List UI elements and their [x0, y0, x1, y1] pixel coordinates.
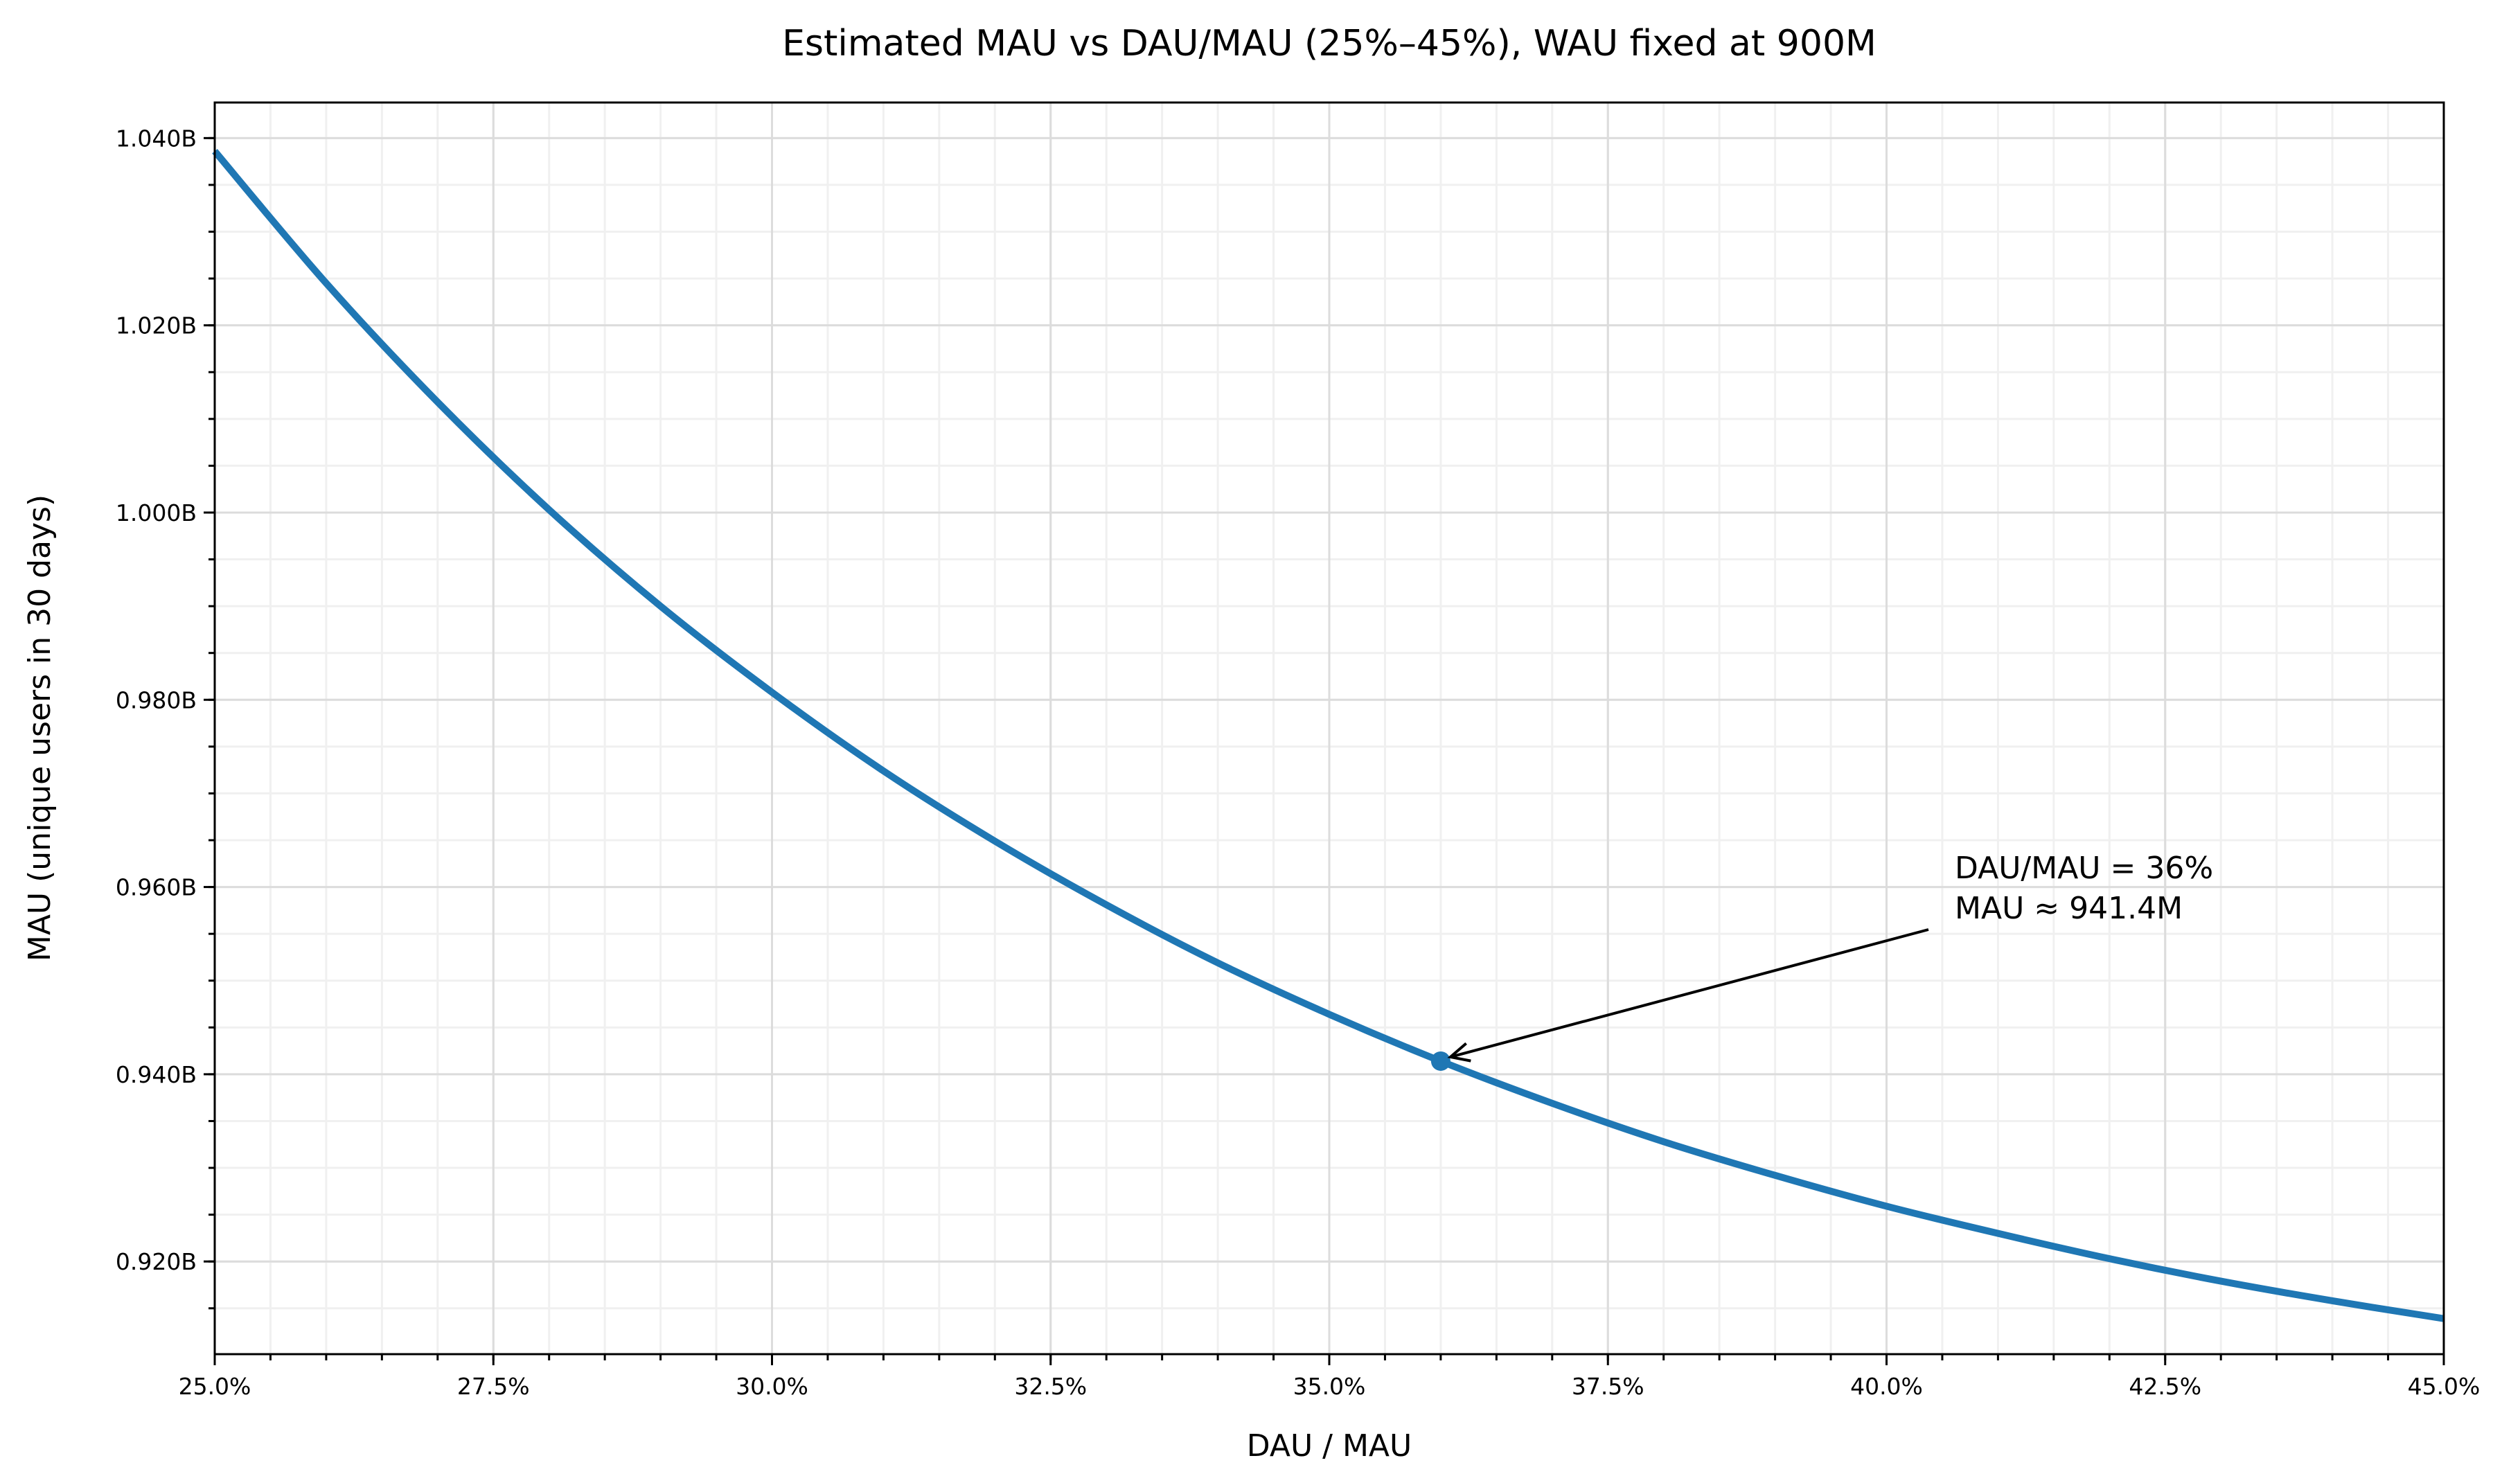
y-tick-label: 0.940B — [116, 1061, 197, 1088]
annotation-line-2: MAU ≈ 941.4M — [1955, 891, 2183, 926]
x-axis-label: DAU / MAU — [1247, 1428, 1412, 1464]
x-tick-label: 42.5% — [2129, 1373, 2201, 1400]
grid — [213, 103, 2445, 1354]
x-tick-label: 32.5% — [1014, 1373, 1087, 1400]
y-tick-label: 0.960B — [116, 874, 197, 901]
x-tick-label: 45.0% — [2408, 1373, 2481, 1400]
x-tick-label: 30.0% — [736, 1373, 808, 1400]
annotation-arrow — [1450, 928, 1929, 1058]
y-tick-label: 0.980B — [116, 686, 197, 713]
annotation-line-1: DAU/MAU = 36% — [1955, 851, 2213, 886]
series-layer — [212, 149, 2444, 1322]
axes: 25.0% 27.5% 30.0% 32.5% 35.0% 37.5% 40.0% 42.5%… — [116, 101, 2481, 1400]
y-tick-label: 1.000B — [116, 499, 197, 526]
y-tick-label: 1.020B — [116, 312, 197, 339]
x-tick-label: 37.5% — [1572, 1373, 1644, 1400]
x-tick-label: 35.0% — [1293, 1373, 1366, 1400]
plot-frame — [213, 101, 2445, 1356]
x-tick-label: 40.0% — [1850, 1373, 1923, 1400]
y-tick-label: 1.040B — [116, 125, 197, 152]
y-tick-label: 0.920B — [116, 1248, 197, 1275]
arrow-head-icon — [1447, 1042, 1471, 1063]
series-line-estimated-mau — [212, 149, 2444, 1322]
x-tick-label: 25.0% — [179, 1373, 251, 1400]
chart-title: Estimated MAU vs DAU/MAU (25%–45%), WAU … — [782, 23, 1876, 64]
y-axis-label: MAU (unique users in 30 days) — [22, 495, 57, 961]
x-tick-label: 27.5% — [457, 1373, 530, 1400]
highlight-point — [1430, 1051, 1450, 1071]
